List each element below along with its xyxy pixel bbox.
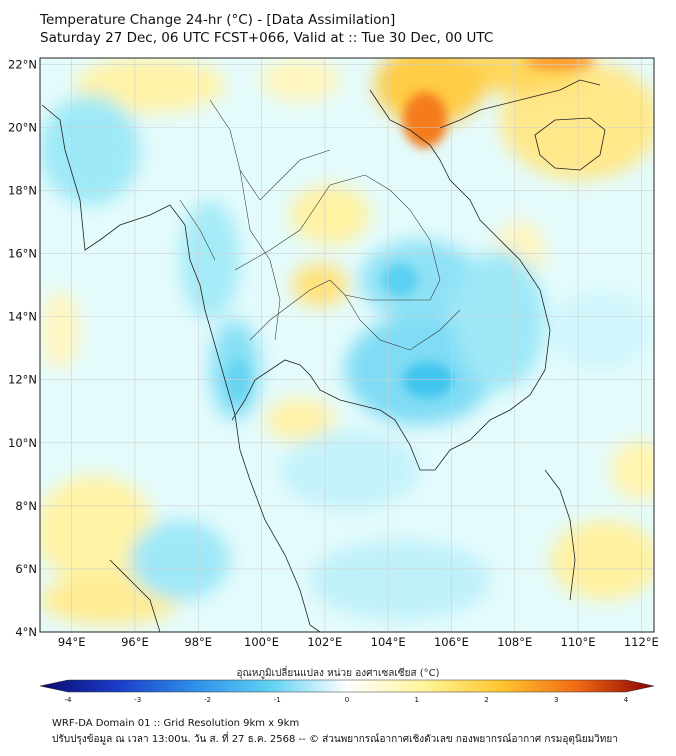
lat-tick-label: 22°N (8, 57, 37, 71)
colorbar-label: อุณหภูมิเปลี่ยนแปลง หน่วย องศาเซลเซียส (… (236, 668, 440, 679)
colorbar-tick-label: -2 (204, 696, 211, 704)
colorbar-tick-label: -1 (274, 696, 281, 704)
lat-tick-label: 12°N (8, 373, 37, 387)
chart-subtitle: Saturday 27 Dec, 06 UTC FCST+066, Valid … (40, 30, 494, 46)
colorbar: -4 -3 -2 -1 0 1 2 3 4 (39, 679, 655, 704)
colorbar-tick-label: -3 (134, 696, 141, 704)
footer-model-info: WRF-DA Domain 01 :: Grid Resolution 9km … (52, 718, 300, 729)
borders (179, 99, 461, 351)
colorbar-tick-label: 0 (345, 696, 349, 704)
lon-tick-label: 110°E (561, 635, 596, 649)
colorbar-tick-label: -4 (65, 696, 73, 704)
lon-tick-label: 100°E (244, 635, 279, 649)
colorbar-tick-label: 4 (624, 696, 629, 704)
lat-tick-label: 14°N (8, 310, 37, 324)
lat-tick-label: 4°N (15, 625, 37, 639)
lat-tick-label: 18°N (8, 183, 37, 197)
lat-tick-label: 10°N (8, 436, 37, 450)
colorbar-tick-label: 2 (484, 696, 488, 704)
footer-update-info: ปรับปรุงข้อมูล ณ เวลา 13:00น. วัน ส. ที่… (52, 734, 618, 745)
lon-tick-label: 108°E (497, 635, 532, 649)
lon-tick-label: 102°E (307, 635, 342, 649)
lat-tick-label: 16°N (8, 247, 37, 261)
lon-tick-label: 112°E (624, 635, 659, 649)
colorbar-tick-label: 3 (554, 696, 558, 704)
lat-tick-label: 8°N (15, 499, 37, 513)
map-field (40, 58, 654, 632)
chart-title: Temperature Change 24-hr (°C) - [Data As… (40, 12, 396, 28)
lon-tick-label: 94°E (58, 635, 86, 649)
colorbar-tick-label: 1 (415, 696, 419, 704)
lat-tick-label: 20°N (8, 120, 37, 134)
lon-tick-label: 98°E (184, 635, 212, 649)
coastlines (41, 79, 606, 632)
lon-tick-label: 106°E (434, 635, 469, 649)
lat-tick-label: 6°N (15, 562, 37, 576)
map-frame (39, 57, 655, 633)
lon-tick-label: 96°E (121, 635, 149, 649)
lon-tick-label: 104°E (371, 635, 406, 649)
